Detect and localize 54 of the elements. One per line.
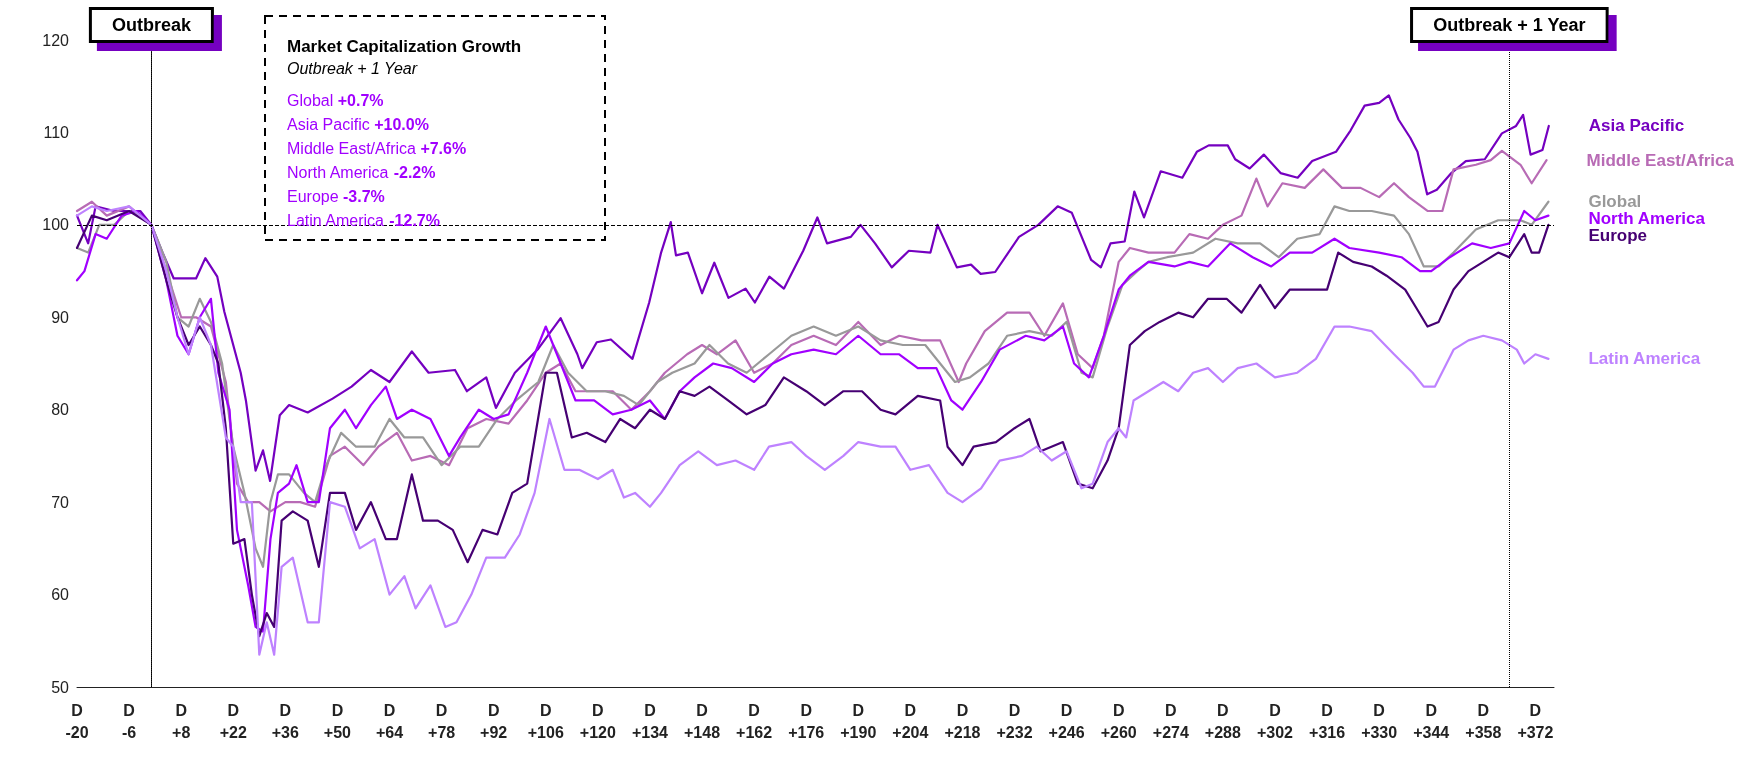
x-tick-label: D +316 bbox=[1309, 701, 1346, 741]
y-tick-label: 80 bbox=[51, 401, 70, 419]
y-tick-label: 70 bbox=[51, 493, 70, 511]
x-tick-label: D +330 bbox=[1361, 701, 1398, 741]
x-tick-label: D +260 bbox=[1100, 701, 1137, 741]
x-tick-label: D +148 bbox=[684, 701, 721, 741]
x-tick-label: D +372 bbox=[1517, 701, 1554, 741]
annotation: North America -2.2% bbox=[287, 163, 436, 181]
text: Europe bbox=[1588, 226, 1647, 246]
x-tick-label: D +302 bbox=[1256, 701, 1294, 741]
y-tick-label: 100 bbox=[42, 216, 70, 234]
annotation: Global +0.7% bbox=[287, 91, 384, 109]
x-tick-label: D -6 bbox=[121, 701, 137, 741]
x-tick-label: D +50 bbox=[323, 701, 352, 741]
ref-line-label: Outbreak + 1 Year bbox=[1433, 15, 1586, 35]
x-tick-label: D +344 bbox=[1413, 701, 1450, 741]
y-tick-label: 90 bbox=[51, 308, 70, 326]
x-tick-label: D +120 bbox=[579, 701, 616, 741]
annotation: Asia Pacific +10.0% bbox=[287, 115, 429, 133]
ref-line-label: Outbreak bbox=[111, 15, 192, 35]
x-tick-label: D +106 bbox=[527, 701, 564, 741]
x-tick-label: D +232 bbox=[996, 701, 1033, 741]
x-tick-label: D +162 bbox=[736, 701, 773, 741]
text: Outbreak + 1 Year bbox=[287, 59, 418, 77]
x-tick-label: D -20 bbox=[65, 701, 89, 741]
x-tick-label: D +134 bbox=[631, 701, 669, 741]
text: Latin America bbox=[1588, 349, 1701, 369]
annotation: Europe -3.7% bbox=[287, 187, 385, 205]
x-tick-label: D +78 bbox=[428, 701, 456, 741]
x-tick-label: D +36 bbox=[271, 701, 300, 741]
x-tick-label: D +218 bbox=[944, 701, 981, 741]
x-tick-label: D +92 bbox=[480, 701, 508, 741]
y-tick-label: 50 bbox=[51, 678, 70, 696]
text: Global bbox=[1588, 192, 1642, 212]
y-tick-label: 110 bbox=[43, 123, 70, 141]
x-tick-label: D +204 bbox=[892, 701, 929, 741]
y-tick-label: 120 bbox=[42, 31, 70, 49]
x-tick-label: D +288 bbox=[1204, 701, 1241, 741]
text: Middle East/Africa bbox=[1586, 150, 1735, 170]
x-tick-label: D +176 bbox=[788, 701, 825, 741]
x-tick-label: D +358 bbox=[1465, 701, 1502, 741]
x-tick-label: D +190 bbox=[840, 701, 877, 741]
annotation: Middle East/Africa +7.6% bbox=[287, 139, 467, 157]
x-tick-label: D +64 bbox=[375, 701, 404, 741]
x-tick-label: D +246 bbox=[1048, 701, 1085, 741]
x-tick-label: D +8 bbox=[172, 701, 191, 741]
x-tick-label: D +22 bbox=[219, 701, 247, 741]
x-tick-label: D +274 bbox=[1152, 701, 1189, 741]
chart-title: Market Capitalization Growth bbox=[287, 37, 522, 56]
text: North America bbox=[1588, 209, 1706, 229]
line-series bbox=[75, 94, 1550, 482]
annotation: Latin America -12.7% bbox=[287, 211, 440, 229]
text: Asia Pacific bbox=[1588, 116, 1685, 136]
y-tick-label: 60 bbox=[51, 586, 70, 604]
